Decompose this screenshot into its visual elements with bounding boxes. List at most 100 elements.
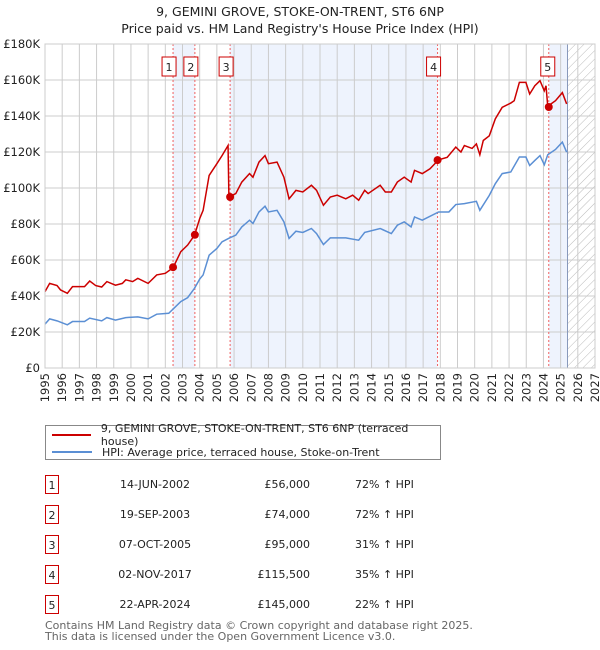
x-tick-label: 2013 [347, 373, 361, 402]
sale-marker-badge: 3 [45, 535, 59, 554]
sale-label: 3 [223, 61, 230, 74]
transaction-row: 2 19-SEP-2003 £74,000 72% ↑ HPI [45, 505, 445, 527]
sale-label: 1 [166, 61, 173, 74]
sale-point [433, 156, 442, 165]
y-tick-label: £80K [11, 217, 41, 231]
y-tick-label: £40K [11, 289, 41, 303]
forecast-hatch [567, 44, 595, 368]
ownership-band [548, 44, 568, 368]
x-tick-label: 2001 [141, 373, 155, 402]
x-tick-label: 2023 [519, 373, 533, 402]
sale-label-box [426, 56, 442, 77]
sale-point [190, 230, 199, 239]
sale-price: £145,000 [257, 598, 311, 611]
sale-date: 14-JUN-2002 [119, 478, 191, 491]
sale-date: 22-APR-2024 [119, 598, 191, 611]
x-tick-label: 2019 [451, 373, 465, 402]
x-tick-label: 1995 [38, 373, 52, 402]
ownership-band [230, 44, 438, 368]
sale-label-box [218, 56, 234, 77]
x-tick-label: 2026 [571, 373, 585, 402]
x-tick-label: 2003 [176, 373, 190, 402]
sale-marker-badge: 4 [45, 565, 59, 584]
x-tick-label: 2000 [124, 373, 138, 402]
sale-point [544, 103, 553, 111]
x-tick-label: 1996 [55, 373, 69, 402]
footer-licence: This data is licensed under the Open Gov… [45, 630, 396, 643]
x-tick-label: 2022 [502, 373, 516, 402]
transaction-row: 3 07-OCT-2005 £95,000 31% ↑ HPI [45, 535, 445, 557]
sale-label-box [161, 56, 177, 77]
legend: 9, GEMINI GROVE, STOKE-ON-TRENT, ST6 6NP… [45, 422, 441, 460]
x-tick-label: 2024 [536, 373, 550, 402]
x-tick-label: 2027 [588, 373, 600, 402]
x-tick-label: 2005 [210, 373, 224, 402]
legend-swatch-red [52, 434, 91, 436]
legend-swatch-blue [52, 451, 92, 453]
x-tick-label: 2010 [296, 373, 310, 402]
legend-item-property: 9, GEMINI GROVE, STOKE-ON-TRENT, ST6 6NP… [52, 422, 440, 448]
sale-point [169, 263, 178, 272]
sale-label: 5 [544, 61, 551, 74]
sale-label-box [540, 56, 556, 77]
sale-label: 2 [187, 61, 194, 74]
sale-marker-badge: 1 [45, 475, 59, 494]
transaction-row: 5 22-APR-2024 £145,000 22% ↑ HPI [45, 595, 445, 617]
sale-label-box [183, 56, 199, 77]
x-tick-label: 2006 [227, 373, 241, 402]
sale-date: 07-OCT-2005 [118, 538, 192, 551]
price-chart: £0 £20K £40K £60K £80K £100K £120K £140K £160K £1… [3, 37, 600, 402]
sale-price: £56,000 [264, 478, 311, 491]
chart-subtitle: Price paid vs. HM Land Registry's House … [121, 21, 479, 36]
sale-hpi-change: 72% ↑ HPI [355, 478, 414, 491]
sale-hpi-change: 31% ↑ HPI [355, 538, 414, 551]
sale-point [226, 193, 235, 201]
x-tick-label: 2017 [416, 373, 430, 402]
x-tick-label: 1999 [107, 373, 121, 402]
x-tick-label: 2008 [261, 373, 275, 402]
y-tick-label: £100K [3, 181, 40, 195]
transaction-row: 1 14-JUN-2002 £56,000 72% ↑ HPI [45, 475, 445, 497]
x-tick-label: 2009 [279, 373, 293, 402]
x-tick-label: 2002 [158, 373, 172, 402]
legend-label: HPI: Average price, terraced house, Stok… [102, 445, 380, 459]
x-tick-label: 2014 [365, 373, 379, 402]
plot-frame [44, 43, 596, 369]
legend-item-hpi: HPI: Average price, terraced house, Stok… [52, 444, 380, 460]
legend-label: 9, GEMINI GROVE, STOKE-ON-TRENT, ST6 6NP… [100, 422, 409, 448]
sale-hpi-change: 72% ↑ HPI [355, 508, 414, 521]
x-tick-label: 2018 [433, 373, 447, 402]
sale-marker-badge: 2 [45, 505, 59, 524]
x-tick-label: 2011 [313, 373, 327, 402]
chart-title: 9, GEMINI GROVE, STOKE-ON-TRENT, ST6 6NP [156, 4, 444, 19]
sale-date: 02-NOV-2017 [118, 568, 192, 581]
x-tick-label: 2021 [485, 373, 499, 402]
y-tick-label: £140K [3, 109, 40, 123]
sale-date: 19-SEP-2003 [119, 508, 191, 521]
x-tick-label: 2025 [554, 373, 568, 402]
x-tick-label: 1998 [90, 373, 104, 402]
x-tick-label: 2007 [244, 373, 258, 402]
x-tick-label: 2016 [399, 373, 413, 402]
property-price-line [44, 79, 568, 295]
hpi-line [44, 140, 568, 326]
transaction-row: 4 02-NOV-2017 £115,500 35% ↑ HPI [45, 565, 445, 587]
y-tick-label: £0 [25, 361, 40, 375]
sale-hpi-change: 35% ↑ HPI [355, 568, 414, 581]
sale-price: £115,500 [257, 568, 311, 581]
y-tick-label: £180K [3, 37, 40, 51]
y-tick-label: £160K [3, 73, 40, 87]
x-tick-label: 2015 [382, 373, 396, 402]
sale-price: £74,000 [264, 508, 311, 521]
ownership-band [173, 44, 195, 368]
x-tick-label: 2004 [193, 373, 207, 402]
x-tick-label: 1997 [72, 373, 86, 402]
footer-copyright: Contains HM Land Registry data © Crown c… [45, 619, 473, 632]
sale-marker-badge: 5 [45, 595, 59, 614]
y-tick-label: £20K [11, 325, 41, 339]
sale-label: 4 [430, 61, 437, 74]
x-tick-label: 2020 [468, 373, 482, 402]
x-tick-label: 2012 [330, 373, 344, 402]
sale-hpi-change: 22% ↑ HPI [355, 598, 414, 611]
